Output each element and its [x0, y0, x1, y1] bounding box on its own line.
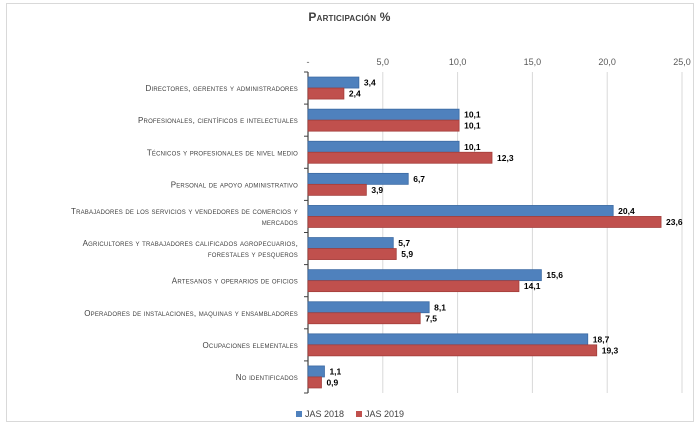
category-label: Directores, gerentes y administradores: [145, 84, 298, 93]
value-label: 10,1: [464, 142, 481, 152]
legend-swatch: [296, 411, 302, 417]
x-tick-label: 10,0: [449, 57, 467, 67]
category-label: Trabajadores de los servicios y vendedor…: [71, 207, 298, 227]
bar: [308, 173, 408, 184]
x-tick-label: 25,0: [673, 57, 691, 67]
bar: [308, 345, 597, 356]
bar: [308, 120, 459, 131]
value-label: 3,4: [364, 78, 376, 88]
category-label: Profesionales, científicos e intelectual…: [138, 116, 298, 125]
legend-label: JAS 2019: [365, 409, 404, 419]
bar: [308, 281, 519, 292]
bar: [308, 313, 420, 324]
value-label: 20,4: [618, 206, 635, 216]
value-label: 5,7: [398, 238, 410, 248]
bar: [308, 205, 613, 216]
bar: [308, 88, 344, 99]
value-label: 10,1: [464, 121, 481, 131]
bar: [308, 270, 541, 281]
bar: [308, 249, 396, 260]
value-label: 15,6: [546, 270, 563, 280]
bar: [308, 77, 359, 88]
category-label: No identificados: [236, 373, 298, 382]
value-label: 1,1: [329, 366, 341, 376]
bar: [308, 152, 492, 163]
x-tick-label: 20,0: [598, 57, 616, 67]
bar: [308, 238, 393, 249]
bar: [308, 184, 366, 195]
bar: [308, 334, 588, 345]
category-label: Artesanos y operarios de oficios: [172, 277, 298, 286]
bar: [308, 141, 459, 152]
x-tick-label: 15,0: [524, 57, 542, 67]
category-label: Operadores de instalaciones, maquinas y …: [84, 309, 298, 318]
bar: [308, 366, 324, 377]
value-label: 8,1: [434, 302, 446, 312]
value-label: 14,1: [524, 281, 541, 291]
value-label: 5,9: [401, 249, 413, 259]
legend-label: JAS 2018: [305, 409, 344, 419]
value-label: 3,9: [371, 185, 383, 195]
bar: [308, 216, 661, 227]
category-label: Personal de apoyo administrativo: [171, 180, 298, 189]
value-label: 23,6: [666, 217, 683, 227]
bar: [308, 377, 321, 388]
value-label: 2,4: [349, 89, 361, 99]
value-label: 7,5: [425, 313, 437, 323]
value-label: 12,3: [497, 153, 514, 163]
x-tick-label: -: [307, 57, 310, 67]
bar: [308, 109, 459, 120]
x-tick-label: 5,0: [377, 57, 390, 67]
value-label: 10,1: [464, 110, 481, 120]
value-label: 6,7: [413, 174, 425, 184]
legend-swatch: [356, 411, 362, 417]
category-label: Ocupaciones elementales: [202, 341, 298, 350]
bar: [308, 302, 429, 313]
category-label: Técnicos y profesionales de nivel medio: [147, 148, 298, 157]
category-label: Agricultores y trabajadores calificados …: [83, 239, 298, 259]
value-label: 19,3: [602, 345, 619, 355]
value-label: 0,9: [326, 377, 338, 387]
value-label: 18,7: [593, 334, 610, 344]
